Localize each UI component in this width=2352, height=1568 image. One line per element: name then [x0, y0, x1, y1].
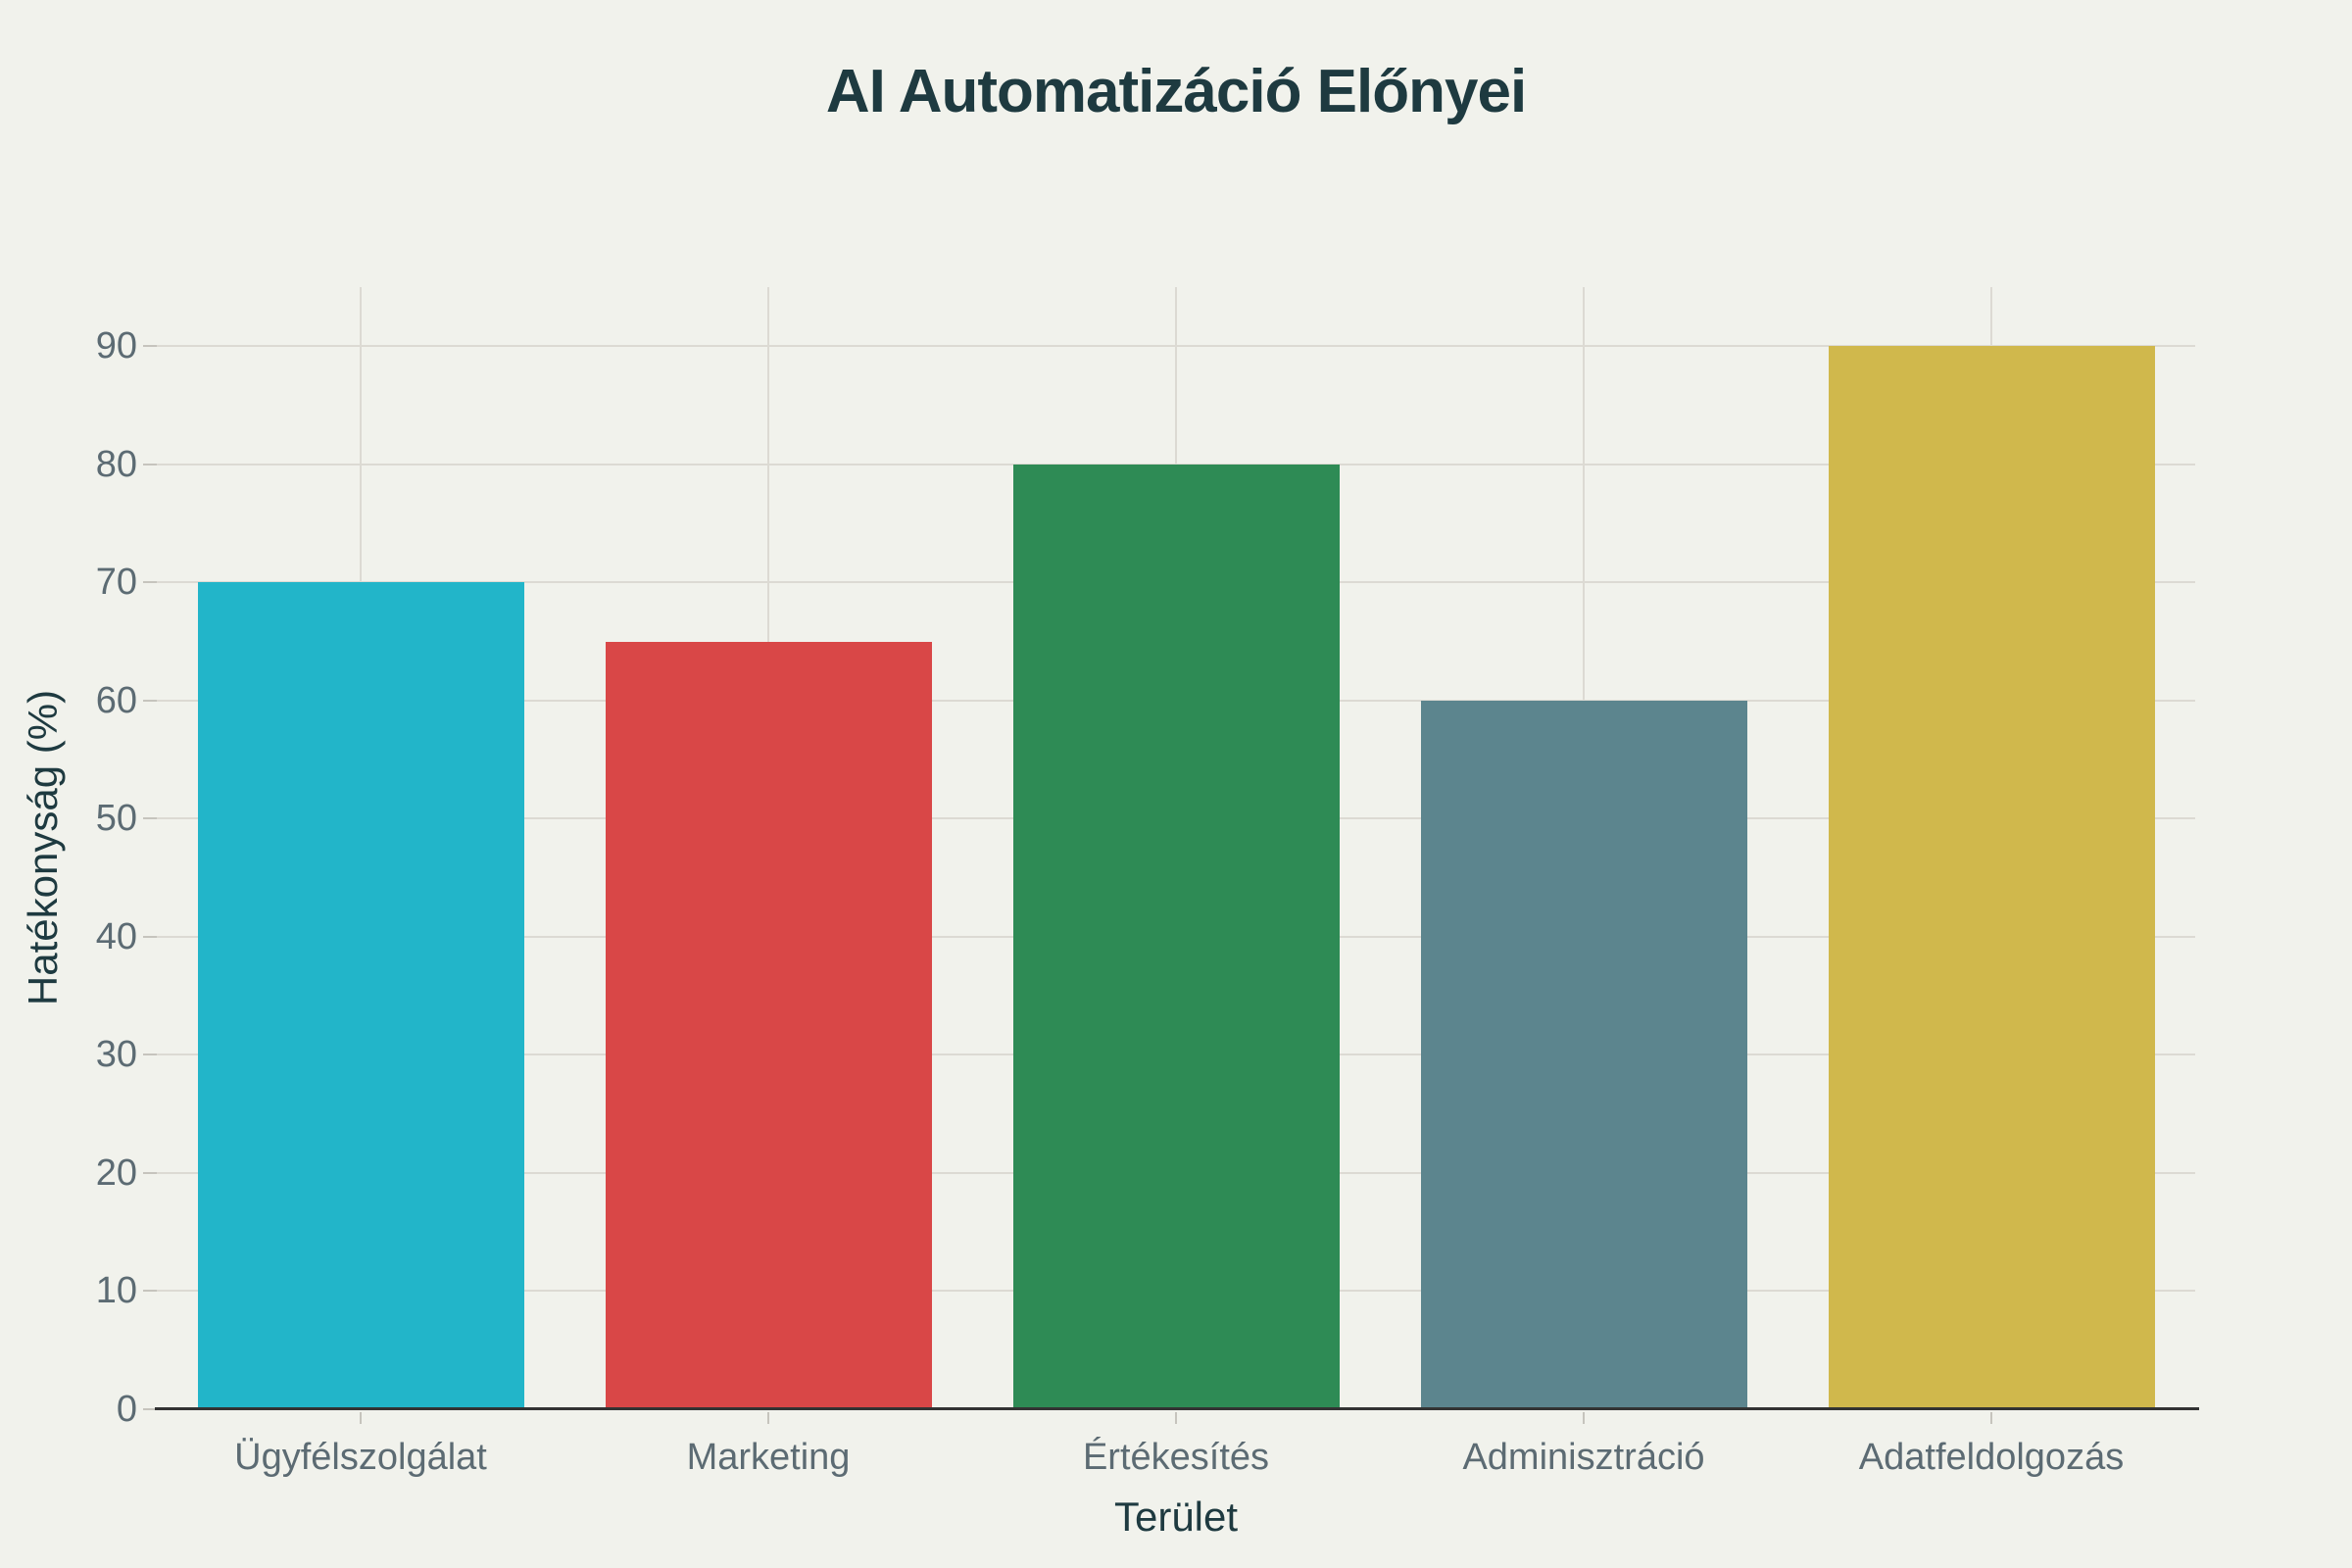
y-tick-mark	[143, 1408, 157, 1410]
chart-title: AI Automatizáció Előnyei	[825, 58, 1527, 125]
bar	[198, 582, 524, 1409]
y-tick-mark	[143, 345, 157, 347]
y-tick-label: 0	[116, 1389, 137, 1430]
bar	[1013, 465, 1340, 1409]
bar	[1829, 346, 2155, 1409]
y-tick-mark	[143, 1054, 157, 1055]
y-tick-label: 80	[95, 444, 137, 485]
x-axis-line	[155, 1407, 2199, 1410]
x-tick-label: Ügyfélszolgálat	[234, 1437, 487, 1478]
y-tick-label: 40	[95, 916, 137, 957]
x-tick-mark	[767, 1412, 769, 1424]
y-tick-label: 60	[95, 680, 137, 721]
x-tick-label: Marketing	[686, 1437, 851, 1478]
x-tick-mark	[360, 1412, 362, 1424]
y-tick-mark	[143, 817, 157, 819]
y-tick-label: 50	[95, 798, 137, 839]
x-tick-mark	[1175, 1412, 1177, 1424]
x-tick-label: Adminisztráció	[1462, 1437, 1705, 1478]
bar	[606, 642, 932, 1409]
y-tick-label: 10	[95, 1270, 137, 1311]
y-tick-label: 70	[95, 562, 137, 603]
x-axis-title: Terület	[1113, 1494, 1239, 1540]
y-tick-mark	[143, 1290, 157, 1292]
y-tick-label: 20	[95, 1152, 137, 1194]
y-tick-mark	[143, 700, 157, 702]
y-tick-label: 30	[95, 1034, 137, 1075]
bar	[1421, 701, 1747, 1409]
y-tick-mark	[143, 464, 157, 466]
x-tick-label: Adatfeldolgozás	[1858, 1437, 2125, 1478]
y-tick-mark	[143, 936, 157, 938]
y-tick-label: 90	[95, 325, 137, 367]
x-tick-label: Értékesítés	[1082, 1437, 1270, 1478]
y-tick-mark	[143, 1172, 157, 1174]
x-tick-mark	[1583, 1412, 1585, 1424]
x-tick-mark	[1990, 1412, 1992, 1424]
y-tick-mark	[143, 581, 157, 583]
plot-area: 0 10 20 30 40 50 60 70 80 90 Ügyfélszolgálat Market…	[96, 287, 2199, 1478]
